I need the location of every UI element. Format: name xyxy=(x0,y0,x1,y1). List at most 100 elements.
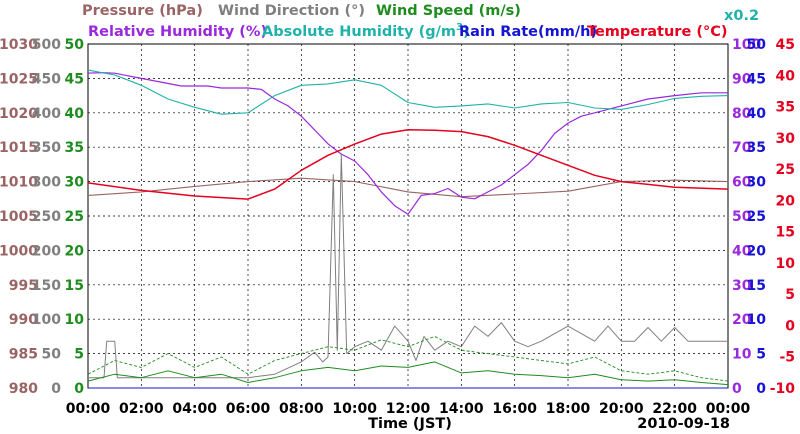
pressure-tick-label: 1030 xyxy=(0,37,38,53)
x-tick-label: 04:00 xyxy=(172,401,217,417)
rain-tick-label: 10 xyxy=(747,312,767,328)
rain-tick-label: 25 xyxy=(747,209,766,225)
legend-absolute-humidity: Absolute Humidity (g/m3) xyxy=(262,22,470,40)
direction-tick-label: 450 xyxy=(32,71,61,87)
speed-tick-label: 15 xyxy=(65,278,84,294)
humidity-tick-label: 40 xyxy=(732,243,752,259)
temperature-tick-label: 5 xyxy=(785,287,795,303)
pressure-tick-label: 1005 xyxy=(0,209,38,225)
speed-tick-label: 50 xyxy=(65,37,85,53)
speed-tick-label: 40 xyxy=(65,106,85,122)
pressure-tick-label: 1000 xyxy=(0,243,38,259)
x-tick-label: 06:00 xyxy=(226,401,271,417)
temperature-tick-label: -10 xyxy=(770,381,796,397)
series-absolute-humidity-x0-2 xyxy=(87,69,729,115)
direction-tick-label: 250 xyxy=(32,209,61,225)
direction-tick-label: 150 xyxy=(32,278,61,294)
humidity-tick-label: 70 xyxy=(732,140,752,156)
x-tick-label: 14:00 xyxy=(439,401,484,417)
legend-abs-scale: x0.2 xyxy=(724,8,759,24)
pressure-tick-label: 985 xyxy=(9,347,38,363)
direction-tick-label: 0 xyxy=(51,381,61,397)
rain-tick-label: 0 xyxy=(756,381,766,397)
speed-tick-label: 45 xyxy=(65,71,84,87)
series-layer xyxy=(87,69,729,389)
pressure-tick-label: 990 xyxy=(9,312,38,328)
direction-tick-label: 200 xyxy=(32,243,61,259)
series-wind-speed-max-m-s xyxy=(87,335,729,382)
legend-wind-direction: Wind Direction (°) xyxy=(218,3,365,19)
humidity-tick-label: 100 xyxy=(732,37,761,53)
direction-tick-label: 500 xyxy=(32,37,61,53)
pressure-tick-label: 980 xyxy=(9,381,38,397)
temperature-tick-label: 0 xyxy=(785,318,795,334)
x-tick-label: 18:00 xyxy=(546,401,591,417)
rain-tick-label: 20 xyxy=(747,243,767,259)
legend-abs-sup: 3 xyxy=(456,22,463,33)
temperature-tick-label: 45 xyxy=(776,37,795,53)
humidity-tick-label: 30 xyxy=(732,278,752,294)
series-wind-direction xyxy=(88,153,728,379)
direction-tick-label: 300 xyxy=(32,175,61,191)
x-tick-label: 20:00 xyxy=(599,401,644,417)
speed-tick-label: 5 xyxy=(74,347,84,363)
direction-tick-label: 50 xyxy=(42,347,62,363)
rain-tick-label: 30 xyxy=(747,175,767,191)
rain-tick-label: 45 xyxy=(747,71,766,87)
humidity-tick-label: 20 xyxy=(732,312,752,328)
series-wind-speed-m-s xyxy=(87,361,729,386)
temperature-tick-label: 25 xyxy=(776,162,795,178)
x-tick-label: 10:00 xyxy=(332,401,377,417)
pressure-tick-label: 995 xyxy=(9,278,38,294)
legend-temperature: Temperature (°C) xyxy=(587,24,728,40)
pressure-tick-label: 1025 xyxy=(0,71,38,87)
series-temperature-c xyxy=(87,128,729,200)
x-tick-label: 02:00 xyxy=(119,401,164,417)
direction-tick-label: 350 xyxy=(32,140,61,156)
legend-pressure: Pressure (hPa) xyxy=(82,3,203,19)
direction-tick-label: 400 xyxy=(32,106,61,122)
humidity-tick-label: 80 xyxy=(732,106,752,122)
rain-tick-label: 40 xyxy=(747,106,767,122)
legend-rain-rate: Rain Rate(mm/h) xyxy=(459,24,597,40)
humidity-tick-label: 60 xyxy=(732,175,752,191)
rain-tick-label: 5 xyxy=(756,347,766,363)
series-relative-humidity xyxy=(87,71,728,215)
temperature-tick-label: 20 xyxy=(776,193,796,209)
x-axis-label: Time (JST) xyxy=(368,416,452,432)
x-tick-label: 08:00 xyxy=(279,401,324,417)
direction-tick-label: 100 xyxy=(32,312,61,328)
date-label: 2010-09-18 xyxy=(637,416,730,432)
humidity-tick-label: 0 xyxy=(732,381,742,397)
rain-tick-label: 35 xyxy=(747,140,766,156)
legend-wind-speed: Wind Speed (m/s) xyxy=(376,3,521,19)
x-tick-label: 12:00 xyxy=(386,401,431,417)
temperature-tick-label: 40 xyxy=(776,68,796,84)
temperature-tick-label: 30 xyxy=(776,131,796,147)
pressure-tick-label: 1010 xyxy=(0,175,38,191)
humidity-tick-label: 10 xyxy=(732,347,752,363)
pressure-tick-label: 1015 xyxy=(0,140,38,156)
speed-tick-label: 10 xyxy=(65,312,85,328)
grid xyxy=(88,44,728,388)
temperature-tick-label: 10 xyxy=(776,256,796,272)
speed-tick-label: 25 xyxy=(65,209,84,225)
legend-relative-humidity: Relative Humidity (%) xyxy=(88,24,267,40)
temperature-tick-label: 15 xyxy=(776,225,795,241)
humidity-tick-label: 90 xyxy=(732,71,752,87)
x-tick-label: 22:00 xyxy=(652,401,697,417)
speed-tick-label: 35 xyxy=(65,140,84,156)
humidity-tick-label: 50 xyxy=(732,209,752,225)
x-tick-label: 16:00 xyxy=(492,401,537,417)
x-tick-label: 00:00 xyxy=(706,401,751,417)
pressure-tick-label: 1020 xyxy=(0,106,38,122)
speed-tick-label: 0 xyxy=(74,381,84,397)
rain-tick-label: 50 xyxy=(747,37,767,53)
speed-tick-label: 20 xyxy=(65,243,85,259)
legend-abs-suffix: ) xyxy=(463,24,470,40)
x-tick-label: 00:00 xyxy=(66,401,111,417)
temperature-tick-label: -5 xyxy=(779,350,795,366)
axes-layer: 1030102510201015101010051000995990985980… xyxy=(0,37,795,417)
temperature-tick-label: 35 xyxy=(776,100,795,116)
